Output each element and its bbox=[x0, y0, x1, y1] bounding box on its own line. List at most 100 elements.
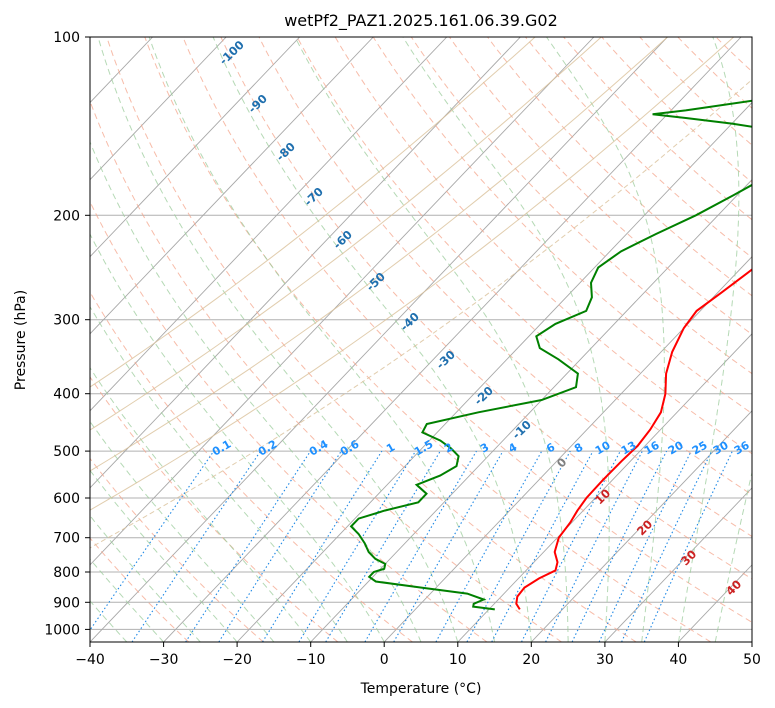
dry-adiabat-label: 0 bbox=[554, 455, 570, 471]
isotherm-line bbox=[90, 37, 668, 642]
tan-reference-curve bbox=[90, 78, 752, 549]
isotherm-line bbox=[457, 333, 752, 642]
moist-adiabat-line bbox=[714, 470, 752, 642]
x-tick-label: −20 bbox=[222, 652, 252, 668]
sounding-line bbox=[349, 99, 752, 611]
moist-adiabat-line bbox=[677, 37, 740, 642]
moist-adiabat-line bbox=[212, 37, 532, 642]
isotherm-label: -70 bbox=[301, 184, 326, 208]
tan-reference-curve bbox=[90, 37, 668, 472]
mixing-ratio-line bbox=[435, 450, 543, 642]
tan-reference-curve bbox=[90, 37, 536, 388]
isotherm-line bbox=[0, 37, 6, 642]
background-lines bbox=[0, 37, 775, 642]
moist-adiabat-line bbox=[402, 37, 610, 642]
isotherm-line bbox=[310, 179, 752, 642]
mixing-ratio-label: 1 bbox=[384, 441, 397, 456]
dry-adiabat-line bbox=[144, 37, 712, 642]
isotherm-label: -10 bbox=[509, 417, 534, 441]
y-tick-label: 500 bbox=[53, 444, 80, 460]
x-tick-label: 10 bbox=[449, 652, 467, 668]
dry-adiabat-line bbox=[601, 37, 752, 183]
dry-adiabat-line bbox=[525, 37, 752, 259]
dry-adiabat-line bbox=[182, 37, 752, 623]
isotherm-line bbox=[90, 37, 227, 181]
dry-adiabat-line bbox=[410, 37, 752, 375]
moist-adiabat-line bbox=[90, 366, 312, 642]
axes: −40 −30 −20 −10 0 10 20 30 40 5010020030040050060… bbox=[44, 30, 761, 668]
isotherm-label: -60 bbox=[330, 227, 355, 251]
dry-adiabat-line bbox=[90, 457, 264, 642]
mixing-ratio-line bbox=[131, 450, 262, 642]
isotherm-line bbox=[751, 641, 752, 642]
isotherm-label: -20 bbox=[471, 383, 496, 407]
x-tick-label: 20 bbox=[522, 652, 540, 668]
isotherm-label: -30 bbox=[433, 347, 458, 371]
isotherm-label: -40 bbox=[397, 309, 422, 333]
dry-adiabat-line bbox=[563, 37, 752, 221]
isotherm-line bbox=[236, 101, 752, 642]
mixing-ratio-line bbox=[90, 450, 215, 632]
mixing-ratio-line bbox=[643, 450, 733, 642]
dry-adiabat-label: 20 bbox=[634, 517, 655, 538]
isotherm-line bbox=[604, 487, 752, 642]
mixing-ratio-label: 10 bbox=[593, 438, 613, 457]
dry-adiabat-line bbox=[334, 37, 752, 455]
mixing-ratio-label: 0.6 bbox=[338, 437, 362, 458]
y-tick-label: 800 bbox=[53, 565, 80, 581]
y-tick-label: 400 bbox=[53, 387, 80, 403]
mixing-ratio-line bbox=[571, 450, 668, 642]
y-tick-label: 100 bbox=[53, 30, 80, 46]
dry-adiabat-line bbox=[220, 37, 752, 580]
tan-reference-curve bbox=[90, 37, 735, 511]
line-labels: -100-90-80-70-60-50-40-30-20-100.1 0.2 0.4… bbox=[210, 38, 752, 599]
sounding-line bbox=[515, 268, 752, 610]
dry-adiabat-line bbox=[754, 37, 775, 642]
mixing-ratio-label: 20 bbox=[666, 438, 686, 457]
moist-adiabat-line bbox=[90, 233, 385, 642]
mixing-ratio-label: 16 bbox=[642, 438, 662, 457]
moist-adiabat-line bbox=[90, 305, 348, 642]
mixing-ratio-label: 30 bbox=[711, 438, 731, 457]
mixing-ratio-label: 6 bbox=[544, 440, 557, 455]
mixing-ratio-label: 2 bbox=[442, 441, 455, 456]
dry-adiabat-line bbox=[296, 37, 752, 496]
dry-adiabat-line bbox=[106, 37, 637, 642]
chart-title: wetPf2_PAZ1.2025.161.06.39.G02 bbox=[284, 11, 558, 31]
y-tick-label: 300 bbox=[53, 313, 80, 329]
isotherm-line bbox=[383, 256, 752, 642]
dry-adiabat-line bbox=[639, 37, 752, 146]
mixing-ratio-label: 4 bbox=[506, 440, 519, 455]
isotherm-line bbox=[530, 410, 752, 642]
y-tick-label: 1000 bbox=[44, 622, 80, 638]
y-tick-label: 600 bbox=[53, 491, 80, 507]
mixing-ratio-label: 0.2 bbox=[256, 438, 279, 459]
mixing-ratio-line bbox=[298, 450, 417, 642]
mixing-ratio-label: 8 bbox=[572, 441, 585, 456]
x-tick-label: −10 bbox=[296, 652, 326, 668]
dry-adiabat-line bbox=[258, 37, 752, 538]
moist-adiabat-line bbox=[90, 140, 422, 642]
isotherm-label: -50 bbox=[363, 269, 388, 293]
y-tick-label: 200 bbox=[53, 208, 80, 224]
moist-adiabat-line bbox=[294, 37, 569, 642]
dry-adiabat-line bbox=[90, 200, 488, 642]
dry-adiabat-label: 40 bbox=[723, 577, 744, 598]
dry-adiabat-line bbox=[448, 37, 752, 336]
y-axis-label: Pressure (hPa) bbox=[13, 290, 29, 390]
isotherm-line bbox=[90, 37, 595, 566]
mixing-ratio-line bbox=[185, 450, 311, 642]
mixing-ratio-line bbox=[364, 450, 477, 642]
dry-adiabat-line bbox=[715, 37, 752, 73]
mixing-ratio-line bbox=[325, 450, 441, 642]
y-tick-label: 700 bbox=[53, 531, 80, 547]
mixing-ratio-label: 3 bbox=[478, 441, 491, 456]
mixing-ratio-line bbox=[218, 450, 342, 642]
moist-adiabat-line bbox=[97, 37, 459, 642]
x-tick-label: −40 bbox=[75, 652, 105, 668]
dry-adiabat-label: 30 bbox=[678, 547, 699, 568]
mixing-ratio-label: 36 bbox=[732, 438, 752, 457]
mixing-ratio-line bbox=[466, 450, 571, 642]
isotherm-line bbox=[0, 37, 79, 642]
isotherm-line bbox=[90, 37, 521, 489]
